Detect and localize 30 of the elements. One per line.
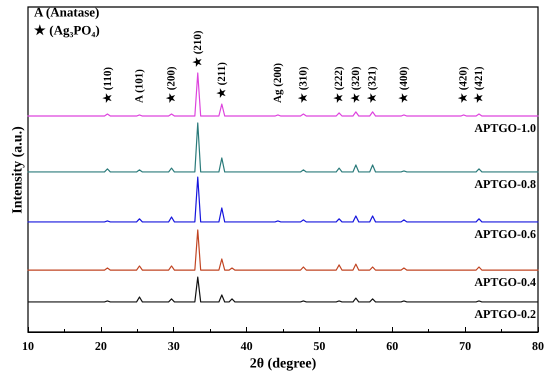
annotation: ★ (211) (216, 62, 228, 98)
series-label: APTGO-1.0 (474, 121, 536, 136)
text: ★ (Ag₃PO₄) (34, 22, 100, 38)
annotation: ★ (310) (297, 66, 310, 103)
x-axis-title: 2θ (degree) (250, 356, 317, 372)
annotation: ★ (110) (102, 66, 114, 103)
annotation: ★ (210) (192, 30, 204, 68)
series-label: APTGO-0.6 (474, 226, 536, 241)
x-tick-label: 80 (532, 339, 544, 353)
series-label: APTGO-0.2 (474, 306, 536, 321)
x-tick-label: 20 (94, 339, 107, 353)
y-axis-title: Intensity (a.u.) (10, 126, 26, 214)
annotation: Ag (200) (272, 62, 284, 103)
x-tick-label: 40 (240, 339, 253, 353)
annotation: A (101) (133, 68, 146, 103)
x-tick-label: 10 (22, 339, 34, 353)
annotation: ★ (200) (166, 66, 178, 103)
series-label: APTGO-0.4 (474, 275, 536, 290)
annotation: ★ (421) (472, 66, 485, 103)
x-tick-label: 60 (386, 339, 398, 353)
annotation: ★ (420) (458, 66, 470, 103)
series-label: APTGO-0.8 (474, 176, 536, 191)
annotation: ★ (320) (350, 66, 362, 103)
text: A (Anatase) (34, 4, 100, 20)
annotation: ★ (222) (333, 66, 346, 103)
x-tick-label: 70 (459, 339, 472, 353)
annotation: ★ (321) (366, 66, 379, 103)
annotation: ★ (400) (398, 66, 410, 103)
x-tick-label: 50 (313, 339, 326, 353)
x-tick-label: 30 (168, 339, 180, 353)
